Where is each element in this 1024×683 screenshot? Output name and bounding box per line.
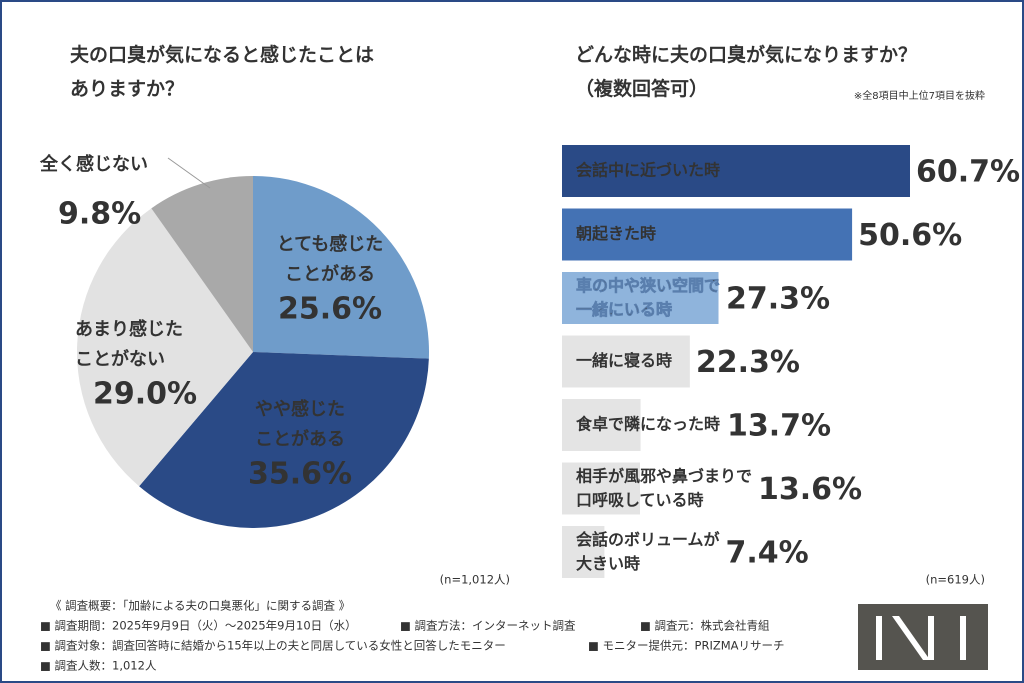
footer-text: ■ 調査元：株式会社青組 [640,619,770,633]
slice-label: とても感じたことがある [277,233,384,285]
footer-text: ■ 調査期間：2025年9月9日（火）〜2025年9月10日（水） [40,619,357,633]
bar-value: 27.3% [726,282,830,317]
note: (n=1,012人) [440,573,510,587]
bar-label: 朝起きた時 [576,224,656,243]
bar-value: 50.6% [858,218,962,253]
pie-slice [151,176,253,352]
slice-label: あまり感じたことがない [75,318,183,370]
bar-value: 22.3% [696,345,800,380]
bar-label: 会話のボリュームが大きい時 [576,530,720,573]
bar-value: 13.6% [758,472,862,507]
leader-line [167,157,211,189]
logo-mark [876,616,966,660]
slice-value: 35.6% [248,457,352,492]
footer-text: ■ 調査方法：インターネット調査 [400,619,576,633]
footer-text: ■ モニター提供元：PRIZMAリサーチ [588,639,785,653]
bar [562,335,690,388]
bar [562,399,641,451]
slice-value: 29.0% [93,377,197,412]
note: (n=619人) [926,573,985,587]
pie-slice [76,208,254,487]
pie-slice [253,176,430,359]
bar [562,272,719,324]
bar-label: 会話中に近づいた時 [576,161,720,180]
bar-label: 一緒に寝る時 [576,351,672,370]
slice-value: 25.6% [278,292,382,327]
slice-value: 9.8% [58,197,141,232]
footer-text: 《 調査概要：「加齢による夫の口臭悪化」に関する調査 》 [50,599,350,613]
pie-title: 夫の口臭が気になると感じたことはありますか？ [70,43,374,100]
bar [562,145,910,197]
slice-label: やや感じたことがある [255,398,345,450]
bar [562,462,640,515]
bar-value: 60.7% [916,155,1020,190]
bar-value: 7.4% [726,536,809,571]
pie-slice [139,352,429,528]
slice-label: 全く感じない [39,153,148,175]
bar-subtitle: ※全8項目中上位7項目を抜粋 [854,89,985,102]
bar-label: 車の中や狭い空間で一緒にいる時 [576,276,720,319]
bar [562,526,605,578]
bar-title: どんな時に夫の口臭が気になりますか？（複数回答可） [575,43,917,100]
bar-label: 相手が風邪や鼻づまりで口呼吸している時 [576,466,752,509]
bar-label: 食卓で隣になった時 [575,415,720,434]
footer-text: ■ 調査人数：1,012人 [40,659,157,673]
footer-text: ■ 調査対象：調査回答時に結婚から15年以上の夫と同居している女性と回答したモニ… [40,639,506,653]
bar-value: 13.7% [727,409,831,444]
bar [562,208,853,261]
